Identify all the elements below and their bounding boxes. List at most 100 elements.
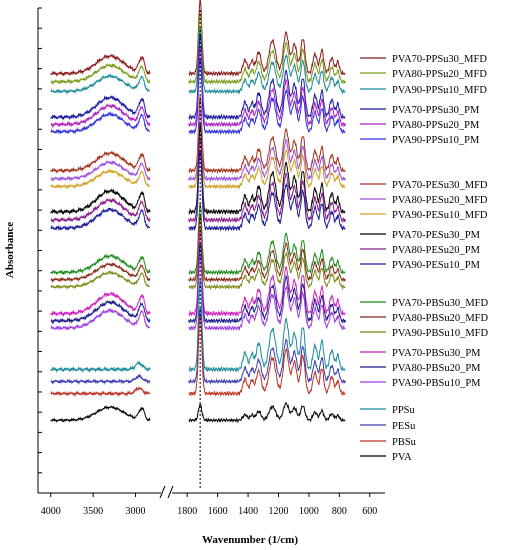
series-line-left	[50, 373, 151, 386]
series-line-right	[188, 314, 346, 398]
series-line-left	[50, 360, 151, 374]
legend-item: PVA90-PPSu10_PM	[360, 135, 480, 146]
series-line-right	[188, 27, 346, 95]
series-line-left	[50, 262, 151, 283]
series-line-left	[50, 207, 151, 232]
legend-label: PVA70-PPSu30_MFD	[392, 54, 487, 65]
legend-label: PVA80-PPSu20_PM	[392, 120, 480, 131]
series-line-right	[188, 46, 346, 129]
series-line-right	[188, 110, 346, 183]
legend-item: PVA70-PBSu30_PM	[360, 348, 481, 359]
series-line-right	[188, 278, 346, 373]
series-line-left	[50, 73, 151, 95]
series-line-right	[188, 13, 346, 86]
series-line-left	[50, 307, 151, 332]
legend-item: PVA90-PESu10_MFD	[360, 210, 488, 221]
legend-label: PVA90-PBSu10_PM	[392, 378, 481, 389]
legend-label: PVA80-PBSu20_MFD	[392, 313, 489, 324]
x-axis-ticks: 4000 3500 3000 1800 1600 1400 1200 1000 800 600	[41, 493, 377, 517]
legend-item: PVA90-PBSu10_MFD	[360, 328, 489, 339]
series-line-left	[50, 404, 151, 423]
legend-item: PVA	[360, 452, 412, 463]
legend-label: PVA80-PESu20_PM	[392, 245, 481, 256]
axis-break-mark-2	[167, 485, 174, 499]
legend-item: PBSu	[360, 437, 417, 448]
legend-item: PVA70-PPSu30_PM	[360, 105, 480, 116]
legend-item: PPSu	[360, 405, 416, 416]
legend-label: PPSu	[392, 405, 416, 416]
x-tick-label: 1600	[208, 506, 228, 517]
legend: PVA70-PPSu30_MFD PVA80-PPSu20_MFD PVA90-PP…	[360, 54, 489, 463]
legend-item: PVA90-PBSu10_PM	[360, 378, 481, 389]
legend-item: PVA70-PESu30_MFD	[360, 180, 488, 191]
legend-label: PVA70-PPSu30_PM	[392, 105, 480, 116]
legend-item: PVA70-PESu30_PM	[360, 230, 481, 241]
legend-label: PVA70-PBSu30_PM	[392, 348, 481, 359]
series-line-left	[50, 168, 151, 190]
series-line-left	[50, 291, 151, 317]
legend-label: PVA90-PESu10_MFD	[392, 210, 488, 221]
spectra-traces	[50, 0, 346, 424]
series-line-left	[50, 53, 151, 77]
x-tick-label: 3000	[126, 506, 146, 517]
legend-item: PVA80-PESu20_PM	[360, 245, 481, 256]
legend-label: PVA70-PBSu30_MFD	[392, 298, 489, 309]
x-tick-label: 1200	[269, 506, 289, 517]
legend-item: PVA90-PESu10_PM	[360, 260, 481, 271]
legend-label: PVA90-PESu10_PM	[392, 260, 481, 271]
series-line-right	[188, 307, 346, 386]
series-line-right	[188, 254, 346, 332]
series-line-right	[188, 227, 346, 291]
legend-item: PVA90-PPSu10_MFD	[360, 85, 487, 96]
series-line-right	[188, 58, 346, 136]
legend-label: PVA90-PPSu10_PM	[392, 135, 480, 146]
series-line-right	[188, 33, 346, 121]
series-line-left	[50, 253, 151, 276]
legend-label: PBSu	[392, 437, 417, 448]
series-line-right	[188, 243, 346, 325]
legend-label: PVA90-PPSu10_MFD	[392, 85, 487, 96]
legend-item: PVA80-PBSu20_MFD	[360, 313, 489, 324]
series-line-right	[188, 229, 346, 318]
series-line-right	[188, 137, 346, 224]
series-line-right	[188, 0, 346, 78]
series-line-right	[188, 202, 346, 276]
legend-item: PVA80-PPSu20_PM	[360, 120, 480, 131]
series-line-left	[50, 110, 151, 135]
y-axis-ticks	[38, 7, 42, 494]
series-line-left	[50, 103, 151, 129]
series-line-left	[50, 299, 151, 325]
series-line-right	[188, 123, 346, 216]
series-line-left	[50, 188, 151, 216]
legend-item: PVA70-PPSu30_MFD	[360, 54, 487, 65]
legend-label: PVA80-PESu20_MFD	[392, 195, 488, 206]
series-line-left	[50, 160, 151, 183]
series-line-left	[50, 63, 151, 86]
series-line-left	[50, 269, 151, 290]
x-tick-label: 1000	[299, 506, 319, 517]
legend-label: PVA70-PESu30_PM	[392, 230, 481, 241]
series-line-right	[188, 402, 346, 424]
x-tick-label: 3500	[83, 506, 103, 517]
series-line-left	[50, 150, 151, 174]
legend-label: PVA	[392, 452, 412, 463]
x-tick-label: 1400	[238, 506, 258, 517]
series-line-left	[50, 94, 151, 121]
legend-item: PVA70-PBSu30_MFD	[360, 298, 489, 309]
legend-label: PVA90-PBSu10_MFD	[392, 328, 489, 339]
x-tick-label: 4000	[41, 506, 61, 517]
legend-item: PVA80-PBSu20_PM	[360, 363, 481, 374]
series-line-left	[50, 197, 151, 224]
legend-item: PVA80-PPSu20_MFD	[360, 69, 487, 80]
legend-label: PVA80-PPSu20_MFD	[392, 69, 487, 80]
series-line-right	[188, 96, 346, 175]
x-tick-label: 800	[332, 506, 347, 517]
x-axis-title: Wavenumber (1/cm)	[202, 534, 298, 546]
legend-item: PVA80-PESu20_MFD	[360, 195, 488, 206]
legend-item: PESu	[360, 421, 416, 432]
legend-label: PVA80-PBSu20_PM	[392, 363, 481, 374]
series-line-right	[188, 150, 346, 232]
series-line-right	[188, 215, 346, 284]
x-tick-label: 1800	[177, 506, 197, 517]
